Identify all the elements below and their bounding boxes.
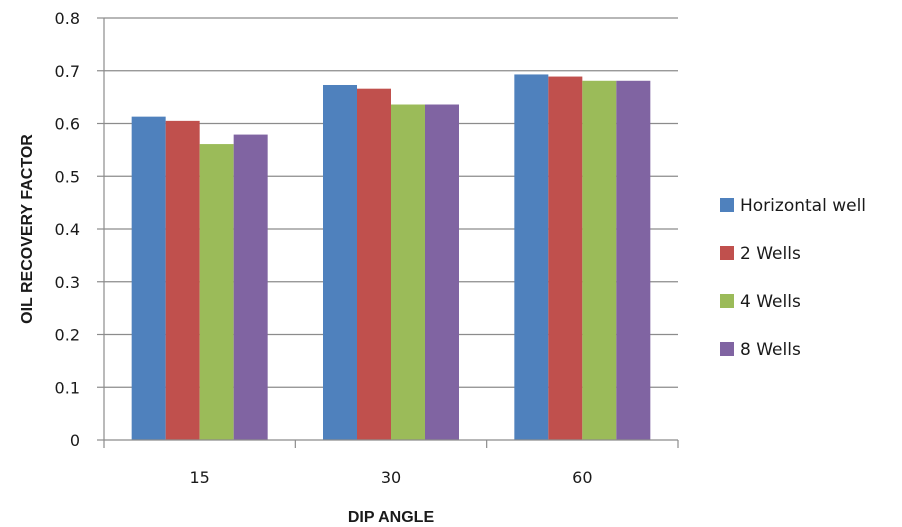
legend-label: Horizontal well [740,196,866,216]
bar-8-wells-15 [233,134,268,440]
bar-2-wells-60 [548,76,583,441]
legend-label: 4 Wells [740,292,801,312]
x-tick-label: 60 [572,468,592,487]
x-tick-labels: 15 30 60 [189,468,592,487]
bar-8-wells-30 [425,104,459,440]
bar-8-wells-60 [616,80,651,441]
y-tick-label: 0.4 [55,220,80,239]
legend-swatch [720,198,734,212]
y-axis-title: OIL RECOVERY FACTOR [19,134,36,324]
y-tick-label: 0 [70,431,80,450]
bar-horizontal-well-15 [131,116,166,440]
bars [131,74,651,441]
x-tick-label: 15 [189,468,209,487]
bar-2-wells-30 [357,88,391,440]
y-tick-label: 0.3 [55,273,80,292]
bar-4-wells-15 [199,144,234,440]
x-axis-title: DIP ANGLE [348,509,435,526]
bar-horizontal-well-30 [323,84,357,441]
legend-swatch [720,246,734,260]
x-tick-label: 30 [381,468,401,487]
legend: Horizontal well 2 Wells 4 Wells 8 Wells [720,196,866,360]
y-tick-label: 0.6 [55,115,80,134]
bar-2-wells-15 [165,120,200,441]
legend-label: 8 Wells [740,340,801,360]
y-tick-label: 0.2 [55,326,80,345]
bar-4-wells-60 [582,80,617,441]
legend-label: 2 Wells [740,244,801,264]
y-tick-label: 0.7 [55,62,80,81]
y-tick-label: 0.1 [55,378,80,397]
y-tick-labels: 0 0.1 0.2 0.3 0.4 0.5 0.6 0.7 0.8 [55,9,80,450]
y-tick-label: 0.5 [55,167,80,186]
axes [97,17,679,448]
legend-swatch [720,342,734,356]
legend-swatch [720,294,734,308]
y-tick-label: 0.8 [55,9,80,28]
bar-4-wells-30 [391,104,425,440]
bar-horizontal-well-60 [514,74,549,440]
